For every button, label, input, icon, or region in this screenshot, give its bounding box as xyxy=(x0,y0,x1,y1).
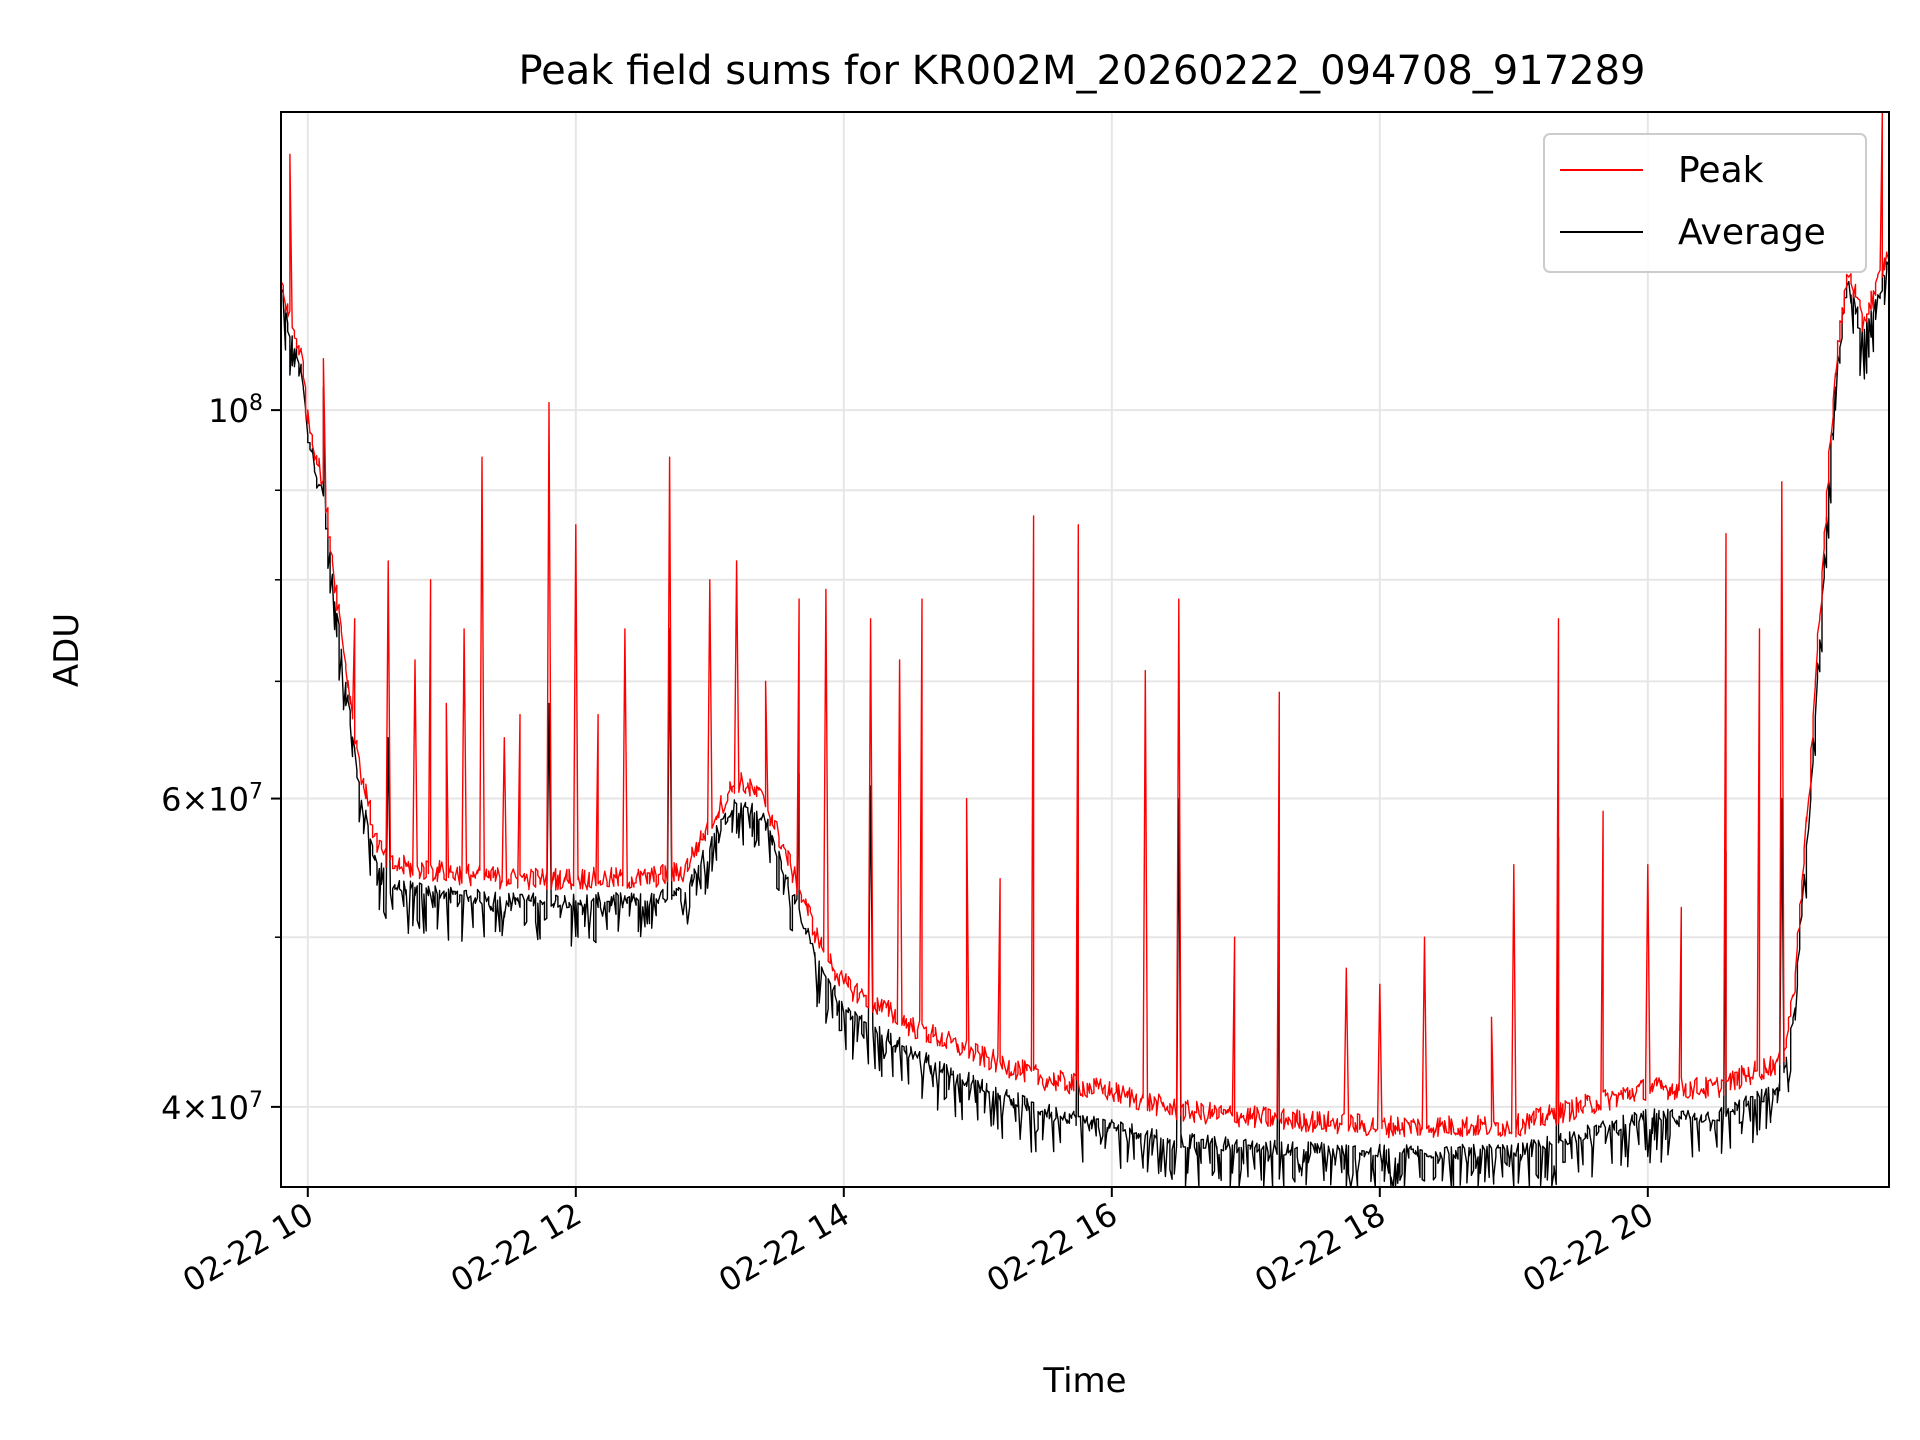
y-tick-label: 108 xyxy=(208,391,263,431)
y-axis-label: ADU xyxy=(47,613,87,687)
x-tick-label: 02-22 10 xyxy=(176,1195,320,1300)
legend: Peak Average xyxy=(1543,133,1867,273)
x-tick-label: 02-22 12 xyxy=(444,1195,588,1300)
x-tick-label: 02-22 18 xyxy=(1248,1195,1392,1300)
y-tick-label: 4×107 xyxy=(161,1087,263,1127)
legend-label-average: Average xyxy=(1678,212,1826,253)
chart-title: Peak field sums for KR002M_20260222_0947… xyxy=(518,48,1645,94)
x-axis: 02-22 10 02-22 12 02-22 14 02-22 16 02-22 18… xyxy=(176,1187,1660,1300)
x-tick-label: 02-22 16 xyxy=(980,1195,1124,1300)
y-tick-label: 6×107 xyxy=(161,779,263,819)
series-line-peak xyxy=(280,111,1890,1139)
x-tick-label: 02-22 14 xyxy=(712,1195,856,1300)
legend-box xyxy=(1543,133,1867,273)
grid-lines xyxy=(281,112,1889,1187)
plot-frame xyxy=(280,111,1890,1188)
x-axis-label: Time xyxy=(1042,1361,1126,1401)
y-axis: 108 6×107 4×107 xyxy=(161,391,281,1127)
legend-label-peak: Peak xyxy=(1678,150,1764,191)
plot-series xyxy=(280,111,1890,1188)
x-tick-label: 02-22 20 xyxy=(1516,1195,1660,1300)
